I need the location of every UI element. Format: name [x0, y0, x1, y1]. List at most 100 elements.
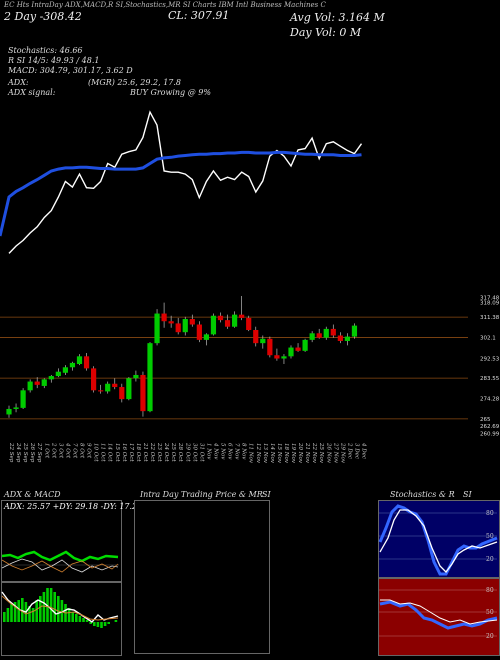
- macd-histogram-bar: [60, 600, 64, 622]
- candle-body: [281, 356, 287, 359]
- macd-histogram-bar: [39, 596, 42, 622]
- adx-orange-line: [1, 559, 119, 573]
- header-top-line: EC Hts IntraDay ADX,MACD,R SI,Stochastic…: [4, 1, 326, 9]
- rsi-tick-20: 20: [486, 633, 494, 640]
- macd-histogram-bar: [78, 616, 82, 622]
- adx-signal-label: ADX signal:: [8, 88, 56, 97]
- price-line: [8, 110, 363, 254]
- candle-body: [83, 356, 90, 369]
- candle-body: [309, 333, 315, 340]
- macd-histogram-bar: [103, 622, 107, 626]
- macd-orange-line: [1, 595, 119, 621]
- x-tick-label: 11 Oct: [100, 443, 106, 462]
- x-tick-label: 3 Oct: [57, 443, 63, 459]
- candle-body: [210, 315, 217, 335]
- adx-values: (MGR) 25.6, 29.2, 17.8: [88, 78, 181, 87]
- candle-body: [27, 381, 33, 391]
- x-tick-label: 1 Oct: [43, 443, 49, 459]
- macd-histogram-bar: [53, 592, 56, 622]
- candle-body: [133, 374, 139, 379]
- stoch-tick-80: 80: [486, 510, 494, 517]
- x-tick-label: 19 Nov: [290, 443, 296, 464]
- candle-body: [246, 317, 252, 330]
- candle-body: [41, 379, 47, 386]
- candle-body: [302, 339, 308, 351]
- macd-histogram-bar: [10, 604, 13, 622]
- candle-body: [274, 355, 280, 359]
- stoch-blue-line: [378, 504, 498, 576]
- candle-body: [98, 390, 104, 392]
- candle-body: [189, 319, 195, 325]
- x-tick-label: 18 Oct: [135, 443, 141, 462]
- candle-body: [20, 390, 26, 408]
- x-tick-label: 7 Nov: [234, 443, 240, 460]
- candle-body: [316, 333, 322, 338]
- candle-body: [34, 381, 40, 385]
- x-tick-label: 24 Sep: [15, 442, 21, 463]
- macd-histogram-bar: [96, 622, 100, 627]
- candle-body: [91, 368, 97, 391]
- macd-histogram-bar: [49, 588, 53, 622]
- y-tick-label: 274.28: [480, 396, 500, 402]
- candle-body: [6, 408, 12, 415]
- candle-body: [239, 314, 245, 318]
- x-tick-label: 22 Nov: [311, 442, 317, 464]
- x-tick-label: 2 Oct: [50, 442, 56, 459]
- candle-body: [323, 328, 329, 338]
- candle-body: [119, 387, 125, 400]
- candle-body: [196, 324, 202, 340]
- y-tick-label: 302.1: [480, 335, 496, 341]
- macd-histogram-bar: [6, 608, 10, 622]
- macd-histogram-bar: [82, 618, 85, 622]
- stoch-tick-20: 20: [486, 556, 494, 563]
- candle-body: [168, 321, 174, 324]
- candle-body: [203, 334, 209, 340]
- avg-vol-label: Avg Vol: 3.164 M: [290, 11, 385, 24]
- macd-histogram-bar: [31, 608, 35, 622]
- x-tick-label: 14 Nov: [269, 443, 275, 464]
- x-tick-label: 29 Nov: [339, 442, 345, 464]
- macd-histogram-bar: [71, 612, 74, 622]
- x-tick-label: 21 Nov: [304, 442, 310, 464]
- candle-body: [48, 376, 54, 380]
- x-tick-label: 10 Oct: [93, 443, 99, 462]
- intraday-panel-title: Intra Day Trading Price & MR: [140, 490, 263, 499]
- candle-body: [55, 371, 61, 377]
- adx-white-line: [1, 558, 119, 573]
- x-tick-label: 15 Nov: [276, 443, 282, 464]
- x-tick-label: 21 Oct: [142, 442, 148, 462]
- macd-histogram-bar: [85, 620, 89, 622]
- adx-panel-readout: ADX: 25.57 +DY: 29.18 -DY: 17.29: [4, 502, 143, 511]
- x-tick-label: 4 Dec: [361, 442, 367, 459]
- macd-histogram-bar: [75, 614, 78, 622]
- candle-body: [76, 356, 83, 364]
- x-tick-label: 27 Sep: [36, 442, 42, 463]
- si-label: SI: [262, 490, 271, 499]
- x-tick-label: 4 Nov: [212, 442, 218, 460]
- candle-body: [217, 315, 224, 321]
- stoch-tick-50: 50: [486, 533, 494, 540]
- stoch-panel-title: Stochastics & R: [390, 490, 455, 499]
- macd-histogram-bar: [17, 600, 20, 622]
- x-tick-label: 2 Dec: [346, 442, 352, 459]
- x-tick-label: 23 Oct: [156, 442, 162, 462]
- candle-body: [105, 383, 111, 392]
- x-tick-label: 12 Nov: [255, 443, 261, 464]
- stochastics-readout: Stochastics: 46.66: [8, 46, 83, 55]
- candle-body: [288, 347, 294, 357]
- y-tick-label: 318.09: [480, 300, 500, 306]
- rsi-blue-line: [379, 600, 498, 630]
- x-tick-label: 11 Nov: [248, 443, 254, 464]
- macd-histogram-bar: [67, 608, 71, 622]
- x-tick-label: 4 Oct: [64, 442, 70, 459]
- stoch-si-label: SI: [463, 490, 472, 499]
- x-tick-label: 13 Nov: [262, 443, 268, 464]
- candle-body: [161, 313, 167, 322]
- x-tick-label: 26 Sep: [29, 442, 35, 463]
- macd-histogram-bar: [13, 602, 17, 622]
- x-tick-label: 28 Oct: [177, 442, 183, 462]
- candle-body: [253, 330, 259, 344]
- header-sub-line: 2 Day -308.42: [4, 10, 82, 23]
- candle-body: [140, 374, 146, 412]
